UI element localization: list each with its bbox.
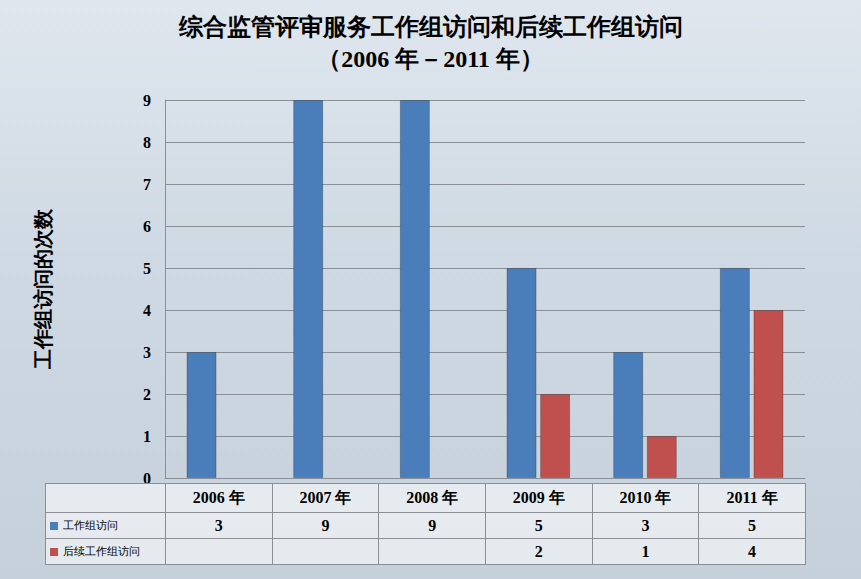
svg-text:6: 6: [143, 218, 151, 235]
html-text:2006 年: 2006 年: [192, 488, 245, 506]
html-text:工作组访问: 工作组访问: [63, 519, 118, 532]
html-text:2007 年: 2007 年: [299, 488, 352, 506]
html-text:9: 9: [428, 516, 437, 534]
html-text:5: 5: [534, 516, 543, 534]
html-text:5: 5: [748, 516, 757, 534]
html-text:2008 年: 2008 年: [406, 488, 459, 506]
html-text:后续工作组访问: 后续工作组访问: [63, 545, 140, 558]
html-text:9: 9: [321, 516, 330, 534]
html-text:2010 年: 2010 年: [619, 488, 672, 506]
svg-text:工作组访问的次数: 工作组访问的次数: [32, 208, 54, 370]
html-text:2009 年: 2009 年: [512, 488, 565, 506]
svg-text:9: 9: [143, 92, 151, 109]
svg-text:8: 8: [143, 134, 151, 151]
svg-text:0: 0: [143, 469, 151, 487]
svg-text:4: 4: [143, 302, 151, 319]
svg-text:3: 3: [143, 344, 151, 361]
html-text:2011 年: 2011 年: [726, 488, 778, 506]
svg-text:2: 2: [143, 386, 151, 403]
html-text:2: 2: [534, 542, 543, 560]
html-text:3: 3: [641, 516, 650, 534]
html-text:1: 1: [641, 542, 650, 560]
svg-text:5: 5: [143, 260, 151, 277]
html-text:3: 3: [214, 516, 223, 534]
html-text:4: 4: [748, 542, 757, 560]
svg-text:（2006 年－2011 年）: （2006 年－2011 年）: [317, 46, 544, 72]
svg-text:1: 1: [143, 428, 151, 445]
svg-text:7: 7: [143, 176, 151, 193]
svg-text:综合监管评审服务工作组访问和后续工作组访问: 综合监管评审服务工作组访问和后续工作组访问: [178, 13, 683, 40]
